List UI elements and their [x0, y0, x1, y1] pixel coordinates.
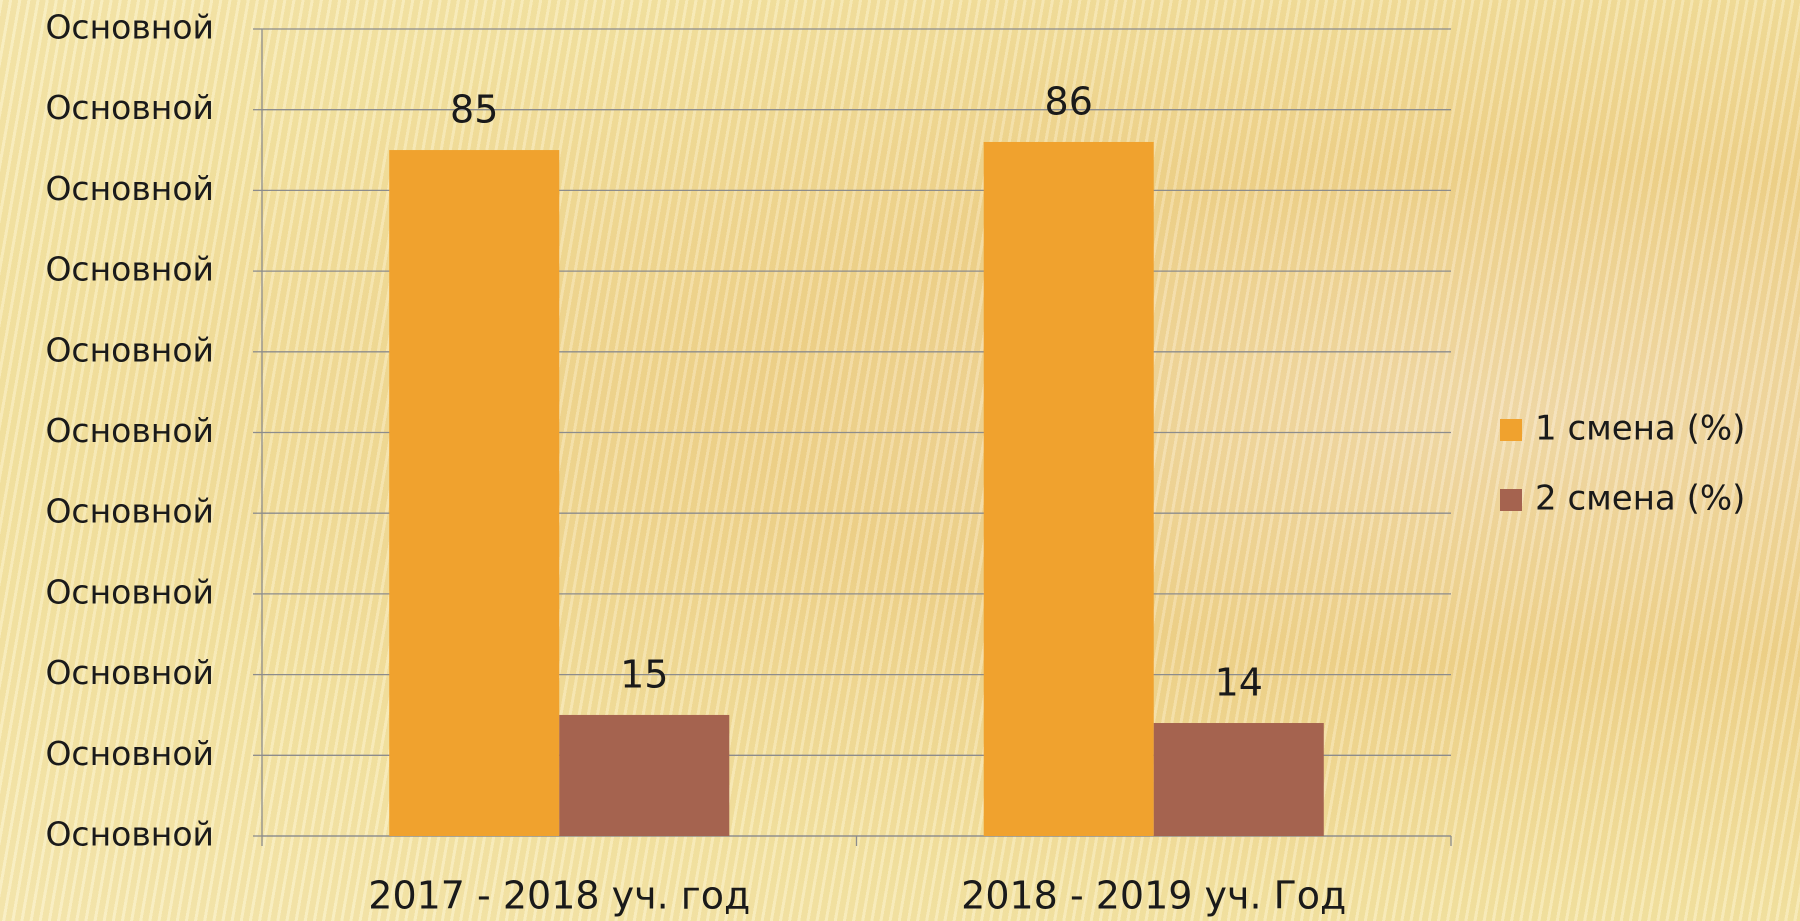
bar	[983, 141, 1154, 837]
x-tick-label: 2018 - 2019 уч. Год	[961, 874, 1346, 918]
y-tick-label: Основной	[45, 653, 214, 692]
bar	[389, 150, 560, 837]
legend-swatch	[1500, 419, 1522, 441]
y-tick-label: Основной	[45, 734, 214, 773]
y-tick-label: Основной	[45, 330, 214, 369]
y-tick-label: Основной	[45, 411, 214, 450]
y-tick-label: Основной	[45, 169, 214, 208]
y-tick-label: Основной	[45, 250, 214, 289]
data-label: 85	[450, 88, 498, 132]
data-label: 14	[1215, 661, 1263, 705]
data-label: 86	[1045, 79, 1093, 123]
y-tick-label: Основной	[45, 8, 214, 47]
legend-label: 2 смена (%)	[1535, 479, 1745, 519]
y-tick-label: Основной	[45, 88, 214, 127]
bar	[559, 714, 730, 836]
bar	[1153, 723, 1324, 836]
y-tick-label: Основной	[45, 492, 214, 531]
legend-swatch	[1500, 489, 1522, 511]
legend-label: 1 смена (%)	[1535, 409, 1745, 449]
x-tick-label: 2017 - 2018 уч. год	[368, 874, 750, 918]
y-tick-label: Основной	[45, 572, 214, 611]
y-tick-label: Основной	[45, 815, 214, 854]
data-label: 15	[620, 652, 668, 696]
